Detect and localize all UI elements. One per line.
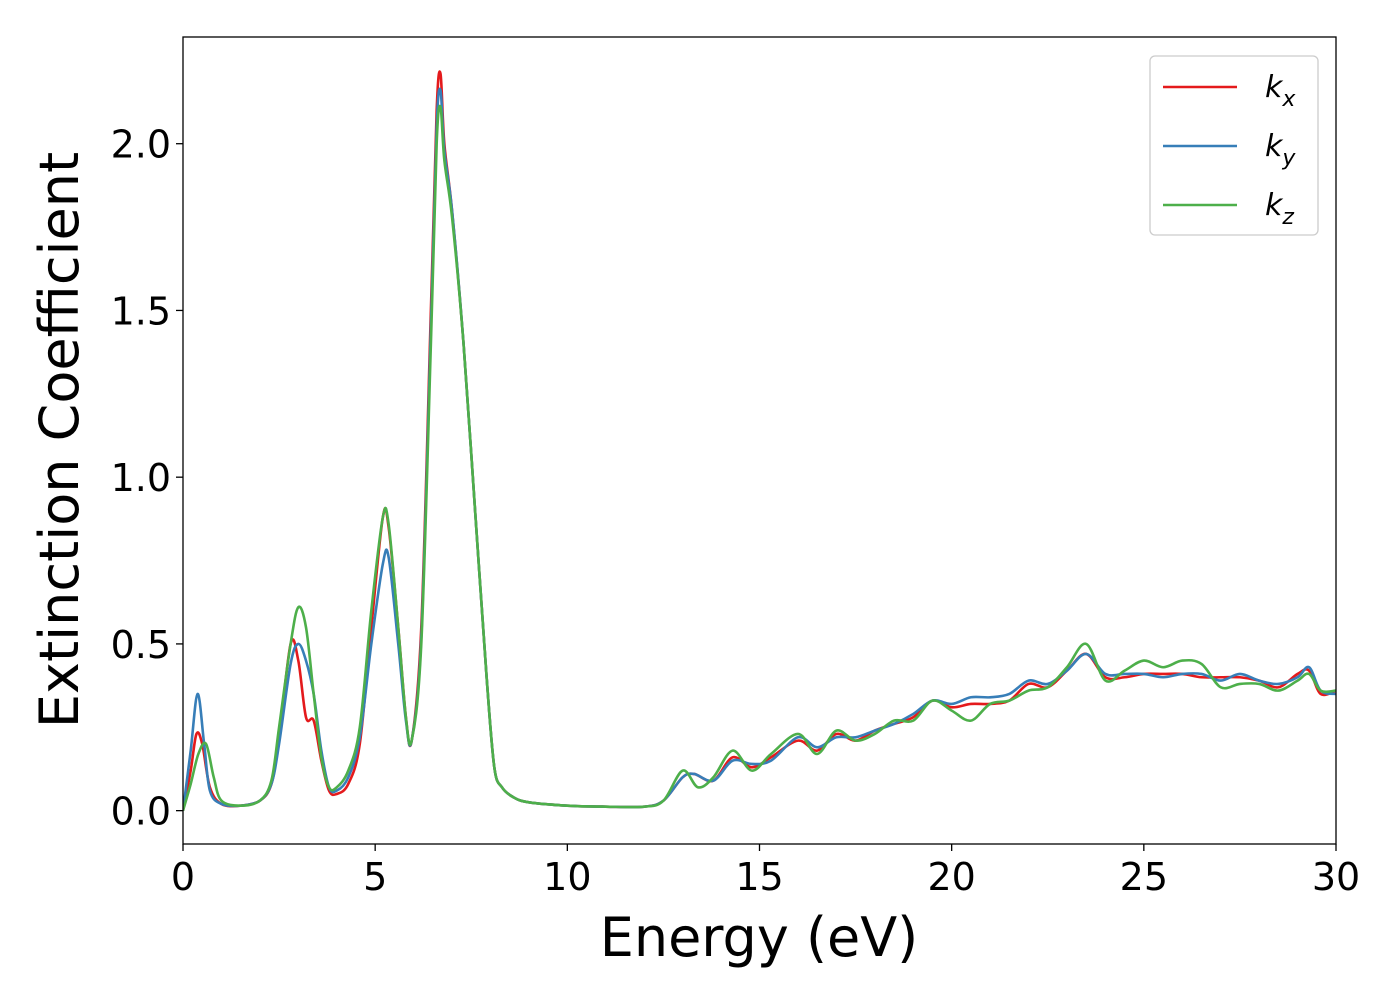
- plot-background: [183, 37, 1336, 844]
- y-tick-label: 0.5: [111, 623, 171, 667]
- x-tick-label: 20: [927, 855, 975, 899]
- y-axis-label: Extinction Coefficient: [28, 152, 91, 728]
- series-layer: [183, 70, 1336, 812]
- y-tick-label: 1.0: [111, 456, 171, 500]
- ticks-layer: 0 5 10 15 20 25 30 0.0 0.5 1.0 1.5 2.0: [111, 123, 1361, 899]
- x-tick-label: 25: [1120, 855, 1168, 899]
- x-tick-label: 5: [363, 855, 387, 899]
- y-tick-label: 1.5: [111, 289, 171, 333]
- x-tick-label: 15: [735, 855, 783, 899]
- y-tick-label: 0.0: [111, 790, 171, 834]
- x-tick-label: 10: [543, 855, 591, 899]
- x-tick-label: 30: [1312, 855, 1360, 899]
- plot-frame: [182, 36, 1337, 845]
- x-axis-label: Energy (eV): [600, 906, 919, 969]
- x-tick-label: 0: [171, 855, 195, 899]
- y-tick-label: 2.0: [111, 123, 171, 167]
- series-line-z: [183, 104, 1336, 812]
